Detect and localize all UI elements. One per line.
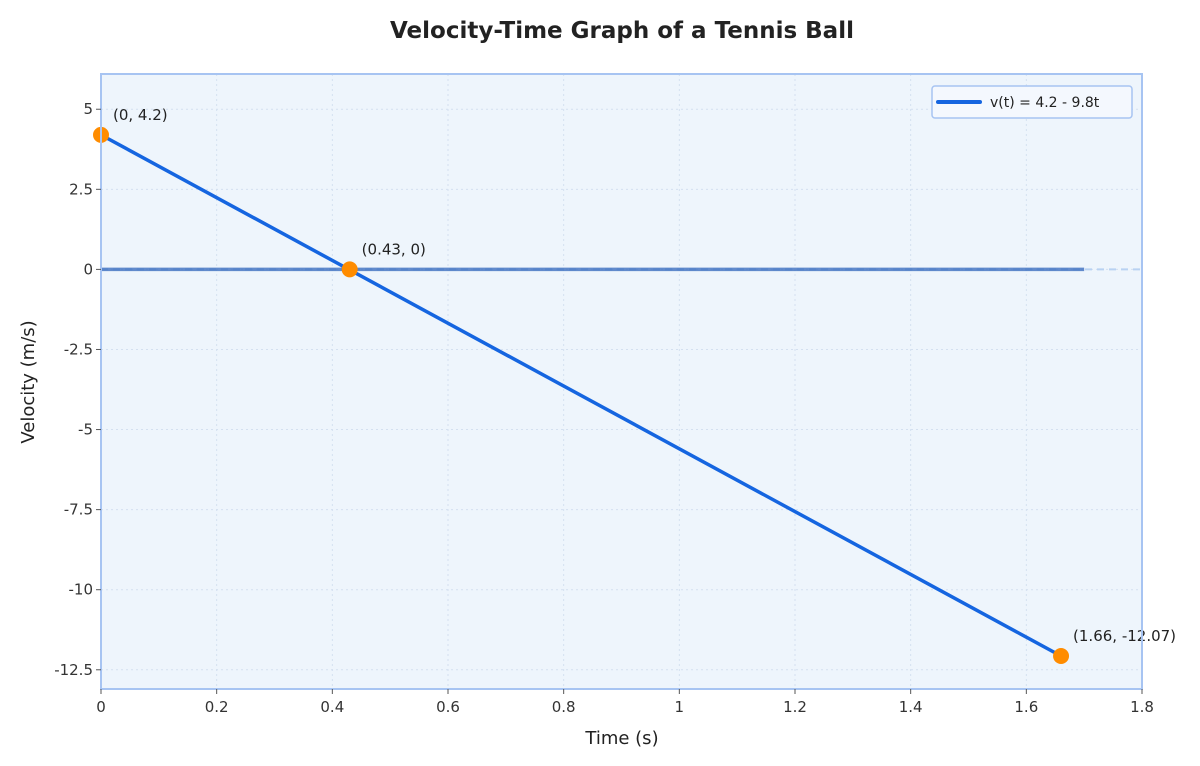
plot-area bbox=[101, 74, 1142, 689]
y-tick-label: 2.5 bbox=[69, 180, 93, 198]
y-tick-label: -12.5 bbox=[54, 661, 93, 679]
series-group bbox=[99, 133, 1063, 658]
data-point-marker bbox=[1053, 648, 1070, 665]
y-tick-label: 5 bbox=[83, 100, 93, 118]
x-ticks: 0 0.2 0.4 0.6 0.8 1 1.2 1.4 1.6 1.8 bbox=[96, 689, 1154, 716]
data-point-label: (1.66, -12.07) bbox=[1073, 627, 1176, 645]
x-tick-label: 0.6 bbox=[436, 698, 460, 716]
data-point-label: (0.43, 0) bbox=[362, 240, 426, 258]
x-tick-label: 1.2 bbox=[783, 698, 807, 716]
x-tick-label: 0 bbox=[96, 698, 106, 716]
chart-title: Velocity-Time Graph of a Tennis Ball bbox=[390, 18, 854, 44]
legend: v(t) = 4.2 - 9.8t bbox=[931, 85, 1133, 119]
y-ticks: 5 2.5 0 -2.5 -5 -7.5 -10 -12.5 bbox=[54, 100, 101, 679]
y-axis-label: Velocity (m/s) bbox=[18, 320, 39, 443]
x-tick-label: 0.2 bbox=[205, 698, 229, 716]
x-tick-label: 0.4 bbox=[320, 698, 344, 716]
legend-box bbox=[931, 85, 1133, 119]
x-axis-label: Time (s) bbox=[584, 728, 658, 749]
x-tick-label: 1.6 bbox=[1014, 698, 1038, 716]
y-tick-label: -10 bbox=[69, 581, 94, 599]
y-tick-label: 0 bbox=[83, 260, 93, 278]
x-tick-label: 1.8 bbox=[1130, 698, 1154, 716]
series-line bbox=[99, 133, 1063, 658]
x-tick-label: 0.8 bbox=[552, 698, 576, 716]
data-point-label: (0, 4.2) bbox=[113, 106, 168, 124]
x-tick-label: 1.4 bbox=[899, 698, 923, 716]
y-tick-label: -5 bbox=[78, 421, 93, 439]
plot-frame bbox=[100, 73, 1143, 690]
y-tick-label: -7.5 bbox=[64, 501, 93, 519]
legend-label: v(t) = 4.2 - 9.8t bbox=[990, 95, 1100, 111]
x-tick-label: 1 bbox=[675, 698, 685, 716]
data-point-marker bbox=[341, 261, 358, 278]
y-tick-label: -2.5 bbox=[64, 340, 93, 358]
points-group: (0, 4.2) (0.43, 0) (1.66, -12.07) bbox=[93, 106, 1176, 665]
